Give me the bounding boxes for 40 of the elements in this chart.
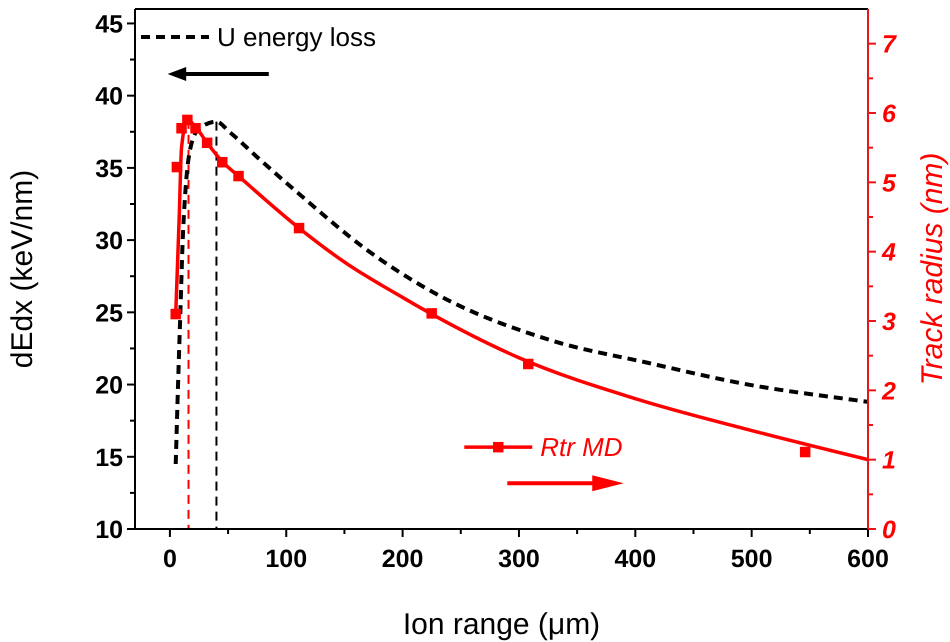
- y-tick-label: 30: [95, 227, 123, 256]
- point: [233, 170, 244, 182]
- y2-tick-label: 5: [882, 169, 897, 198]
- y2-tick-label: 4: [881, 238, 896, 267]
- x-tick-label: 100: [265, 545, 308, 573]
- y2-tick-label: 6: [882, 100, 897, 128]
- point: [426, 308, 437, 319]
- x-tick-label: 600: [847, 545, 889, 573]
- point: [217, 156, 228, 168]
- legend-label: U energy loss: [217, 22, 376, 52]
- x-tick-label: 400: [614, 545, 656, 573]
- y-tick-label: 20: [95, 372, 123, 400]
- x-tick-label: 200: [382, 545, 424, 573]
- x-axis-title: Ion range (μm): [402, 608, 600, 641]
- point: [800, 446, 810, 458]
- point: [170, 308, 181, 320]
- y2-tick-label: 3: [882, 308, 896, 336]
- point: [190, 123, 201, 134]
- y-tick-label: 25: [95, 299, 124, 328]
- x-tick-label: 500: [730, 545, 773, 573]
- y-tick-label: 35: [95, 154, 124, 183]
- point: [176, 123, 187, 134]
- legend-label: Rtr MD: [540, 432, 623, 462]
- point: [172, 162, 182, 172]
- x-tick-label: 300: [498, 545, 540, 573]
- y2-axis-title: Track radius (nm): [916, 152, 949, 386]
- y2-tick-label: 7: [882, 30, 897, 59]
- point: [523, 358, 534, 370]
- x-tick-label: 0: [162, 545, 177, 573]
- y-axis-title: dEdx (keV/nm): [6, 170, 39, 368]
- y2-tick-label: 1: [882, 446, 896, 475]
- y2-tick-label: 0: [882, 516, 896, 544]
- point: [182, 114, 193, 126]
- y-tick-label: 10: [95, 516, 123, 544]
- point: [294, 222, 304, 234]
- point: [202, 138, 212, 148]
- y-tick-label: 45: [95, 10, 124, 38]
- y-tick-label: 40: [95, 82, 123, 111]
- y2-tick-label: 2: [881, 377, 896, 406]
- y-tick-label: 15: [95, 444, 124, 472]
